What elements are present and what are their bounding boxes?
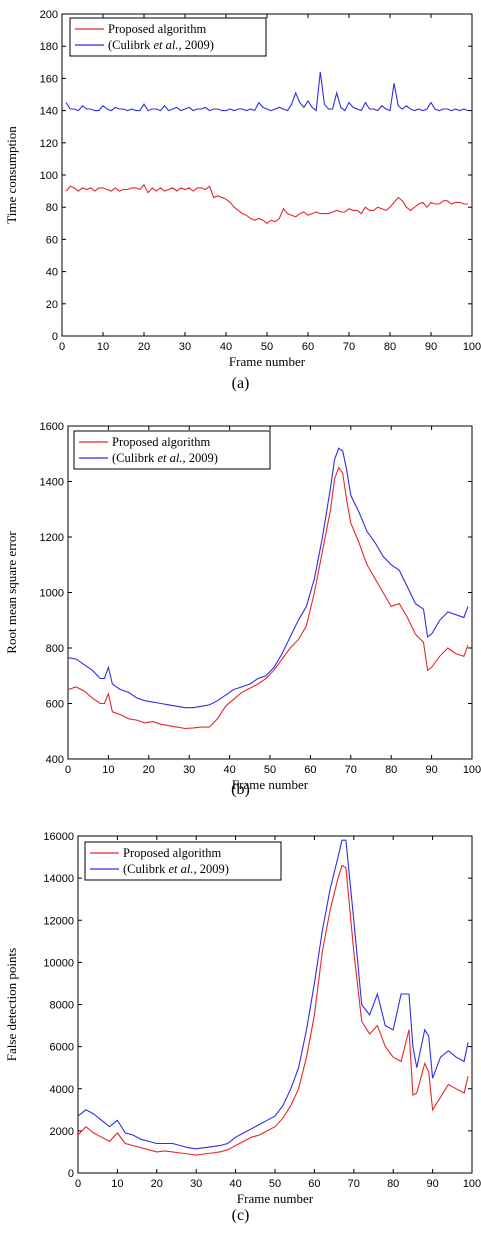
- x-tick-label: 30: [183, 764, 195, 776]
- y-axis-label: Root mean square error: [4, 531, 19, 654]
- y-tick-label: 800: [46, 643, 64, 655]
- x-tick-label: 90: [426, 1178, 438, 1190]
- x-tick-label: 80: [387, 1178, 399, 1190]
- y-tick-label: 4000: [50, 1084, 74, 1096]
- y-tick-label: 100: [40, 170, 58, 182]
- y-axis-label: Time consumption: [4, 126, 19, 224]
- y-tick-label: 6000: [50, 1042, 74, 1054]
- x-tick-label: 20: [151, 1178, 163, 1190]
- x-axis-label: Frame number: [229, 354, 306, 369]
- x-tick-label: 60: [308, 1178, 320, 1190]
- legend-entry: (Culibrk et al., 2009): [108, 38, 214, 52]
- x-tick-label: 60: [304, 764, 316, 776]
- x-tick-label: 100: [463, 1178, 481, 1190]
- chart-panel-b: 0 10 20 30 40 50 60 70 80 90 100 400 600 800 1000 1200 1…: [0, 415, 481, 825]
- y-tick-label: 12000: [43, 915, 74, 927]
- x-tick-label: 100: [463, 341, 481, 353]
- legend-entry: (Culibrk et al., 2009): [112, 451, 218, 465]
- y-axis-label: False detection points: [4, 948, 19, 1061]
- y-tick-label: 400: [46, 754, 64, 766]
- x-tick-label: 70: [348, 1178, 360, 1190]
- legend-entry: (Culibrk et al., 2009): [123, 862, 229, 876]
- x-tick-label: 0: [65, 764, 71, 776]
- x-tick-label: 90: [425, 341, 437, 353]
- x-tick-label: 50: [269, 1178, 281, 1190]
- chart-panel-a: 0 10 20 30 40 50 60 70 80 90 100 0 20 40 60 80 100 120 140…: [0, 0, 481, 415]
- legend-box: [69, 17, 267, 57]
- series-line-proposed: [65, 183, 468, 224]
- x-tick-label: 80: [385, 764, 397, 776]
- y-tick-label: 8000: [50, 1000, 74, 1012]
- y-tick-label: 180: [40, 41, 58, 53]
- x-tick-label: 10: [97, 341, 109, 353]
- false-detection-chart: 0 10 20 30 40 50 60 70 80 90 100 0 2000 4000 6000 8000 1…: [4, 831, 481, 1206]
- time-consumption-chart: 0 10 20 30 40 50 60 70 80 90 100 0 20 40 60 80 100 120 140…: [4, 9, 481, 369]
- y-tick-label: 60: [46, 234, 58, 246]
- y-tick-label: 600: [46, 699, 64, 711]
- y-tick-label: 14000: [43, 873, 74, 885]
- y-tick-label: 1000: [40, 588, 64, 600]
- plot-area: [67, 425, 473, 760]
- chart-panel-c: 0 10 20 30 40 50 60 70 80 90 100 0 2000 4000 6000 8000 1…: [0, 825, 481, 1241]
- x-tick-label: 70: [343, 341, 355, 353]
- x-tick-label: 0: [75, 1178, 81, 1190]
- y-tick-label: 10000: [43, 957, 74, 969]
- legend-entry: Proposed algorithm: [123, 846, 222, 860]
- y-tick-label: 1600: [40, 421, 64, 433]
- series-line-culibrk: [68, 447, 469, 709]
- x-tick-label: 50: [261, 341, 273, 353]
- x-tick-label: 0: [59, 341, 65, 353]
- caption-a: (a): [231, 375, 250, 392]
- legend-box: [73, 430, 271, 470]
- y-tick-label: 20: [46, 299, 58, 311]
- plot-area: [77, 835, 473, 1174]
- y-tick-label: 80: [46, 202, 58, 214]
- x-tick-label: 70: [345, 764, 357, 776]
- series-line-culibrk: [65, 71, 469, 112]
- x-tick-label: 50: [264, 764, 276, 776]
- x-tick-label: 40: [229, 1178, 241, 1190]
- series-line-proposed: [68, 466, 469, 730]
- caption-b: (b): [231, 781, 250, 798]
- caption-c: (c): [231, 1207, 250, 1224]
- y-tick-label: 200: [40, 9, 58, 21]
- y-tick-label: 1200: [40, 532, 64, 544]
- x-tick-label: 20: [143, 764, 155, 776]
- x-tick-label: 40: [220, 341, 232, 353]
- y-tick-label: 2000: [50, 1126, 74, 1138]
- x-axis-label: Frame number: [232, 777, 309, 792]
- x-tick-label: 30: [179, 341, 191, 353]
- y-tick-label: 160: [40, 73, 58, 85]
- y-tick-label: 40: [46, 267, 58, 279]
- y-tick-label: 120: [40, 138, 58, 150]
- y-tick-label: 0: [68, 1168, 74, 1180]
- y-tick-label: 16000: [43, 831, 74, 843]
- y-tick-label: 1400: [40, 477, 64, 489]
- y-tick-label: 140: [40, 106, 58, 118]
- rmse-chart: 0 10 20 30 40 50 60 70 80 90 100 400 600 800 1000 1200 1…: [4, 421, 481, 792]
- legend-entry: Proposed algorithm: [112, 435, 211, 449]
- y-tick-label: 0: [52, 331, 58, 343]
- x-tick-label: 30: [190, 1178, 202, 1190]
- series-line-proposed: [78, 864, 469, 1156]
- x-axis-label: Frame number: [237, 1191, 314, 1206]
- x-tick-label: 80: [384, 341, 396, 353]
- x-tick-label: 20: [138, 341, 150, 353]
- plot-area: [61, 13, 473, 337]
- x-tick-label: 60: [302, 341, 314, 353]
- x-tick-label: 90: [425, 764, 437, 776]
- x-tick-label: 100: [463, 764, 481, 776]
- x-tick-label: 40: [223, 764, 235, 776]
- legend-entry: Proposed algorithm: [108, 22, 207, 36]
- series-line-culibrk: [78, 839, 469, 1150]
- x-tick-label: 10: [102, 764, 114, 776]
- x-tick-label: 10: [111, 1178, 123, 1190]
- legend-box: [84, 841, 282, 881]
